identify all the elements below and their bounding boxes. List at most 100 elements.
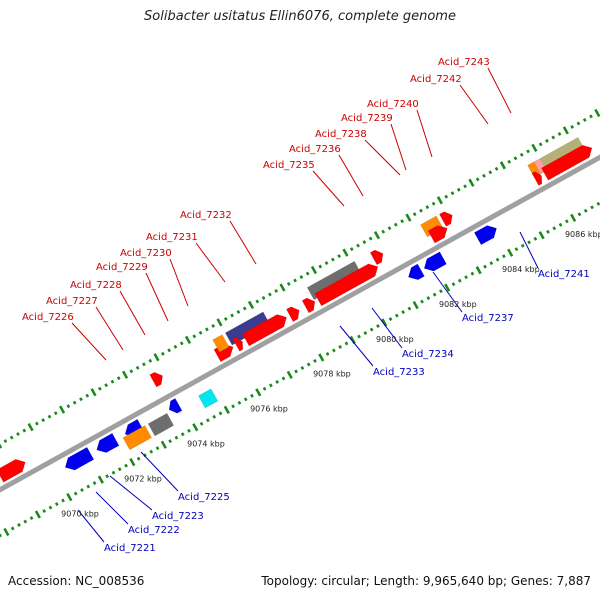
minor-tick (198, 330, 203, 335)
callout-line (364, 139, 401, 176)
minor-tick (299, 275, 304, 279)
scale-label: 9070 kbp (61, 509, 99, 518)
major-tick (444, 283, 451, 292)
callout-line (140, 451, 179, 492)
major-tick (570, 213, 577, 222)
minor-tick (35, 421, 39, 426)
major-tick (538, 231, 545, 240)
gene-label: Acid_7240 (367, 99, 419, 110)
major-tick (436, 196, 443, 205)
major-tick (279, 283, 286, 292)
genome-backbone (0, 154, 600, 493)
minor-tick (558, 222, 563, 227)
scale-label: 9072 kbp (124, 474, 162, 483)
minor-tick (552, 226, 557, 231)
major-tick (310, 265, 318, 275)
minor-tick (29, 516, 34, 520)
minor-tick (412, 212, 417, 217)
minor-tick (129, 369, 134, 374)
minor-tick (425, 205, 430, 210)
minor-tick (167, 348, 171, 353)
minor-tick (80, 488, 84, 493)
minor-tick (104, 383, 109, 388)
minor-tick (318, 264, 323, 269)
gene-label: Acid_7222 (128, 525, 180, 536)
gene-feature (369, 249, 384, 266)
scale-label: 9078 kbp (313, 370, 351, 379)
minor-tick (330, 257, 335, 262)
minor-tick (85, 393, 90, 398)
minor-tick (211, 323, 216, 328)
minor-tick (54, 502, 59, 507)
minor-tick (551, 135, 556, 140)
minor-tick (590, 205, 594, 210)
gene-feature (531, 171, 543, 186)
gene-feature (286, 306, 300, 322)
minor-tick (401, 310, 405, 315)
callout-line (312, 170, 345, 207)
gene-label: Acid_7223 (152, 511, 204, 522)
minor-tick (205, 327, 209, 332)
gene-feature (96, 432, 120, 453)
minor-tick (363, 331, 368, 335)
callout-line (119, 290, 146, 336)
gene-feature (232, 337, 244, 352)
minor-tick (527, 240, 531, 245)
minor-tick (369, 327, 374, 332)
minor-tick (79, 397, 83, 402)
major-tick (412, 300, 419, 310)
gene-feature (473, 225, 497, 246)
major-tick (216, 318, 223, 327)
gene-label: Acid_7243 (438, 57, 490, 68)
minor-tick (451, 282, 456, 287)
major-tick (223, 405, 230, 414)
minor-tick (545, 138, 549, 143)
minor-tick (237, 400, 242, 405)
major-tick (405, 213, 412, 222)
scale-labels: 9070 kbp 9072 kbp 9074 kbp 9076 kbp 9078 kbp… (61, 230, 600, 518)
gene-label: Acid_7239 (341, 113, 393, 124)
callout-line (95, 491, 129, 525)
callout-line (459, 84, 489, 125)
minor-tick (242, 306, 247, 311)
callout-line (109, 475, 153, 511)
gene-feature (122, 425, 153, 451)
gene-feature (408, 263, 425, 281)
callout-line (145, 272, 169, 322)
minor-tick (488, 170, 493, 175)
minor-tick (407, 306, 412, 311)
minor-tick (160, 351, 165, 356)
minor-tick (514, 247, 519, 252)
scale-label: 9076 kbp (250, 405, 288, 414)
minor-tick (16, 432, 20, 437)
minor-tick (255, 299, 260, 304)
minor-tick (218, 411, 223, 416)
minor-tick (582, 117, 587, 122)
minor-tick (589, 114, 593, 119)
minor-tick (135, 365, 140, 370)
minor-tick (275, 379, 280, 384)
genome-summary-text: Topology: circular; Length: 9,965,640 bp… (261, 574, 591, 588)
major-tick (318, 353, 325, 362)
minor-tick (66, 404, 71, 409)
scale-ticks-top (0, 108, 600, 449)
minor-tick (281, 376, 286, 381)
gene-feature (198, 388, 219, 409)
major-tick (58, 405, 66, 414)
minor-tick (262, 386, 267, 391)
major-tick (129, 458, 136, 467)
minor-tick (206, 418, 210, 423)
minor-tick (111, 470, 116, 475)
gene-labels: Acid_7221 Acid_7222 Acid_7223 Acid_7225 Acid… (22, 57, 590, 554)
minor-tick (463, 184, 467, 189)
minor-tick (274, 289, 279, 293)
major-tick (342, 248, 349, 257)
gene-feature (423, 251, 447, 272)
minor-tick (223, 316, 228, 321)
gene-label: Acid_7238 (315, 129, 367, 140)
minor-tick (344, 341, 349, 346)
minor-tick (187, 428, 191, 433)
minor-tick (110, 379, 115, 384)
minor-tick (173, 344, 178, 349)
major-tick (468, 178, 475, 187)
